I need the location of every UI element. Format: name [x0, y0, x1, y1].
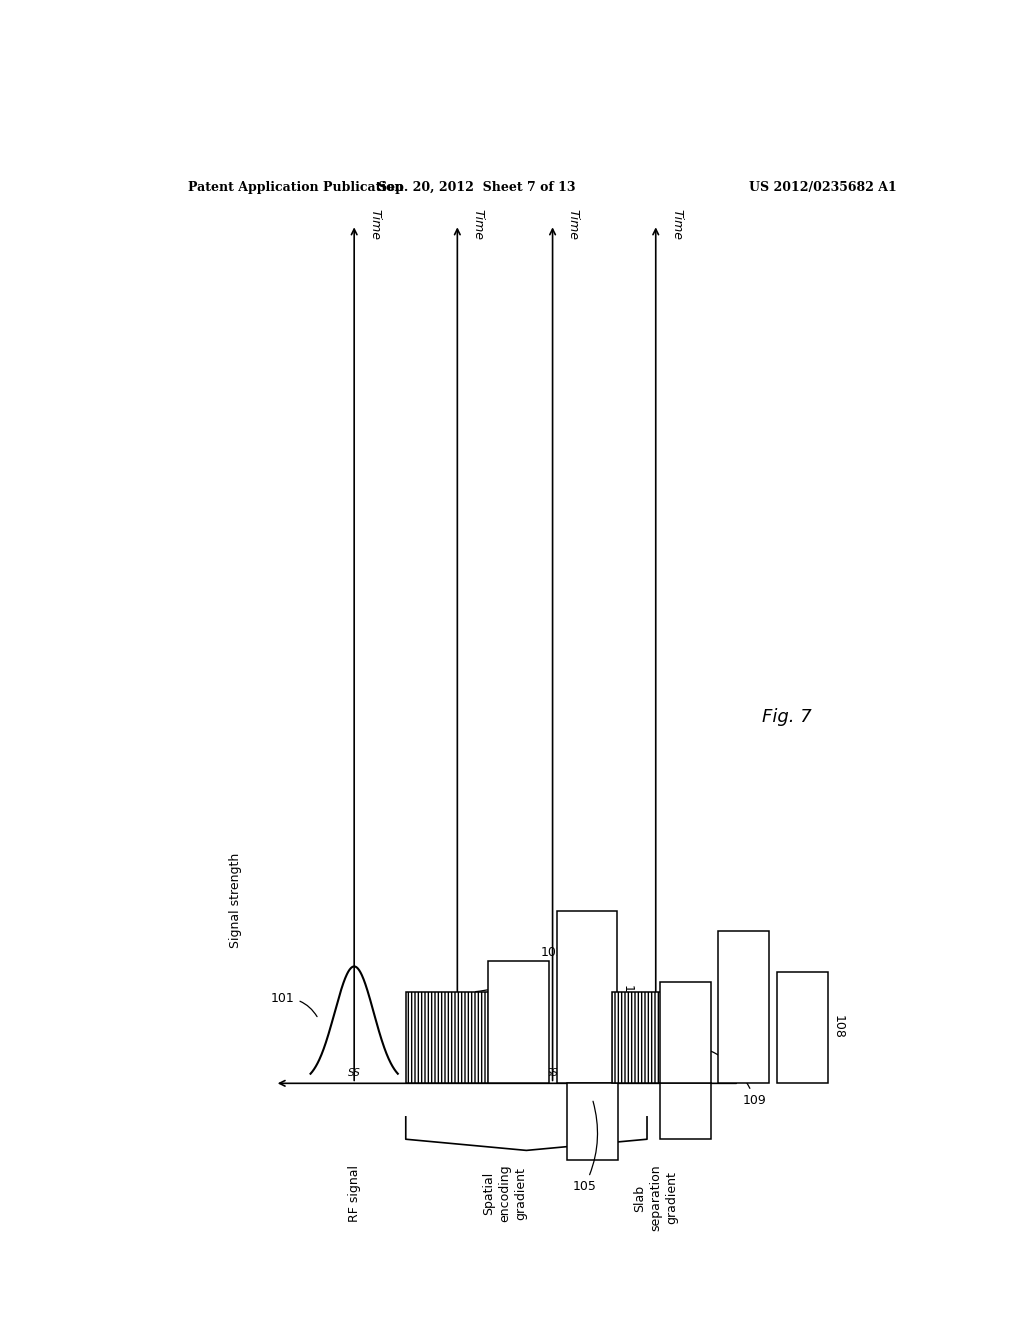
Text: 108: 108 [831, 1015, 845, 1039]
FancyBboxPatch shape [777, 972, 828, 1084]
Text: SS: SS [348, 1068, 360, 1078]
FancyBboxPatch shape [567, 1084, 617, 1159]
Text: Time: Time [567, 209, 580, 240]
Text: 103: 103 [553, 1011, 565, 1034]
FancyBboxPatch shape [406, 991, 509, 1084]
Text: Slab
separation
gradient: Slab separation gradient [633, 1164, 678, 1232]
Text: Time: Time [670, 209, 683, 240]
Text: Time: Time [369, 209, 382, 240]
Text: Sep. 20, 2012  Sheet 7 of 13: Sep. 20, 2012 Sheet 7 of 13 [379, 181, 575, 194]
Text: 107: 107 [773, 995, 786, 1019]
Text: 102: 102 [475, 946, 564, 991]
Text: US 2012/0235682 A1: US 2012/0235682 A1 [749, 181, 896, 194]
Text: 104: 104 [621, 985, 634, 1008]
Text: 109: 109 [702, 1048, 767, 1106]
FancyBboxPatch shape [659, 982, 711, 1084]
Text: 105: 105 [572, 1101, 598, 1193]
FancyBboxPatch shape [488, 961, 549, 1084]
Text: SS: SS [451, 1068, 464, 1078]
FancyBboxPatch shape [659, 1084, 711, 1139]
Text: Fig. 7: Fig. 7 [762, 709, 812, 726]
Text: RF signal: RF signal [348, 1164, 360, 1221]
Text: 101: 101 [270, 991, 317, 1016]
FancyBboxPatch shape [557, 911, 616, 1084]
Text: SS: SS [649, 1068, 663, 1078]
Text: Spatial
encoding
gradient: Spatial encoding gradient [482, 1164, 527, 1222]
Text: Signal strength: Signal strength [228, 853, 242, 948]
Text: Patent Application Publication: Patent Application Publication [187, 181, 403, 194]
Text: SS: SS [546, 1068, 559, 1078]
Text: 106: 106 [715, 1020, 727, 1044]
FancyBboxPatch shape [612, 991, 699, 1084]
FancyBboxPatch shape [719, 931, 769, 1084]
Text: Time: Time [472, 209, 484, 240]
